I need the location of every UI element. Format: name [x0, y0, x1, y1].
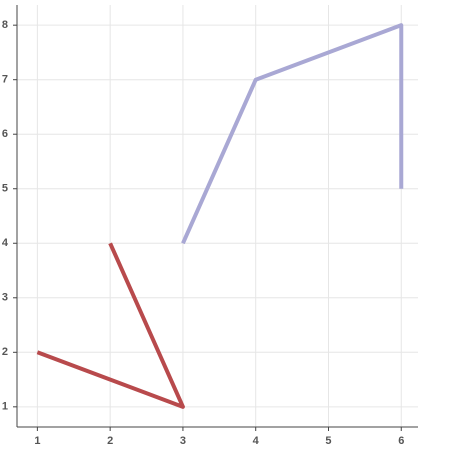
x-tick-label: 3	[180, 435, 186, 447]
y-tick-label: 6	[2, 128, 8, 140]
y-tick-label: 1	[2, 401, 8, 413]
x-tick-label: 4	[253, 435, 260, 447]
line	[36, 242, 185, 409]
x-tick-label: 2	[107, 435, 113, 447]
y-tick-label: 3	[2, 292, 8, 304]
y-tick-label: 8	[2, 19, 8, 31]
line	[181, 23, 404, 245]
y-tick-label: 7	[2, 74, 8, 86]
x-tick-label: 1	[34, 435, 40, 447]
y-tick-label: 2	[2, 346, 8, 358]
y-tick-label: 5	[2, 183, 8, 195]
x-tick-label: 5	[325, 435, 331, 447]
x-tick-label: 6	[398, 435, 404, 447]
y-tick-label: 4	[2, 237, 9, 249]
